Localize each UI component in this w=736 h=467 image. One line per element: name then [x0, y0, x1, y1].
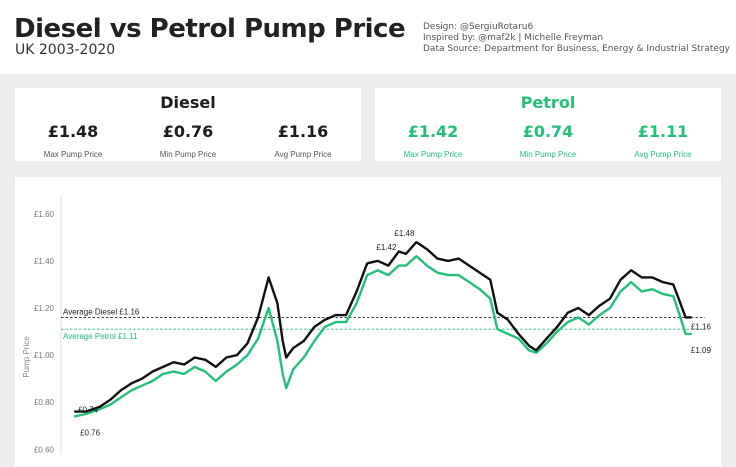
page-title: Diesel vs Petrol Pump Price	[14, 14, 406, 44]
diesel-max-value: £1.48	[47, 122, 99, 141]
price-annotations: £0.74 £0.76 £1.42 £1.48 £1.16 £1.09	[78, 229, 711, 438]
petrol-card-title: Petrol	[520, 93, 576, 112]
annotation-label: £0.76	[80, 429, 101, 438]
credits: Design: @SergiuRotaru6 Inspired by: @maf…	[423, 22, 730, 55]
petrol-min-label: Min Pump Price	[519, 150, 577, 159]
annotation-label: £1.48	[394, 229, 415, 238]
petrol-min-value: £0.74	[522, 122, 574, 141]
diesel-min-value: £0.76	[162, 122, 214, 141]
petrol-avg-stat: £1.11 Avg Pump Price	[608, 122, 718, 159]
y-tick-label: £1.40	[34, 257, 55, 266]
annotation-label: £1.09	[691, 346, 712, 355]
petrol-max-value: £1.42	[407, 122, 459, 141]
diesel-avg-stat: £1.16 Avg Pump Price	[248, 122, 358, 159]
annotation-label: £1.16	[691, 322, 712, 331]
y-tick-label: £0.80	[34, 398, 55, 407]
petrol-min-stat: £0.74 Min Pump Price	[493, 122, 603, 159]
average-line-label: Average Petrol £1.11	[63, 332, 138, 341]
petrol-avg-label: Avg Pump Price	[634, 150, 692, 159]
diesel-avg-label: Avg Pump Price	[274, 150, 332, 159]
average-lines: Average Diesel £1.16 Average Petrol £1.11	[61, 307, 705, 341]
y-tick-label: £1.00	[34, 351, 55, 360]
petrol-summary-card: Petrol £1.42 Max Pump Price £0.74 Min Pu…	[375, 88, 721, 161]
diesel-card-title: Diesel	[160, 93, 216, 112]
series-line-petrol	[73, 254, 693, 418]
diesel-avg-value: £1.16	[277, 122, 329, 141]
series-line-diesel	[73, 240, 693, 413]
petrol-avg-value: £1.11	[637, 122, 689, 141]
credit-source: Data Source: Department for Business, En…	[423, 44, 731, 54]
diesel-min-stat: £0.76 Min Pump Price	[133, 122, 243, 159]
series-lines	[73, 240, 693, 418]
y-tick-label: £0.60	[34, 445, 55, 454]
diesel-max-stat: £1.48 Max Pump Price	[18, 122, 128, 159]
petrol-max-label: Max Pump Price	[403, 150, 463, 159]
y-axis-label: Pump Price	[22, 336, 31, 378]
header-bar: Diesel vs Petrol Pump Price UK 2003-2020…	[0, 0, 736, 74]
price-chart-panel: £0.60 £0.80 £1.00 £1.20 £1.40 £1.60 Pump Pric…	[15, 177, 721, 467]
annotation-label: £0.74	[78, 405, 99, 414]
credit-inspired: Inspired by: @maf2k | Michelle Freyman	[423, 33, 604, 43]
average-line-label: Average Diesel £1.16	[63, 307, 140, 316]
diesel-summary-card: Diesel £1.48 Max Pump Price £0.76 Min Pu…	[15, 88, 361, 161]
y-axis: £0.60 £0.80 £1.00 £1.20 £1.40 £1.60	[34, 195, 62, 454]
petrol-max-stat: £1.42 Max Pump Price	[378, 122, 488, 159]
diesel-min-label: Min Pump Price	[159, 150, 217, 159]
credit-design: Design: @SergiuRotaru6	[423, 22, 534, 32]
y-tick-label: £1.60	[34, 210, 55, 219]
price-line-chart: £0.60 £0.80 £1.00 £1.20 £1.40 £1.60 Pump Pric…	[22, 195, 711, 454]
y-tick-label: £1.20	[34, 304, 55, 313]
diesel-max-label: Max Pump Price	[43, 150, 103, 159]
annotation-label: £1.42	[376, 243, 397, 252]
page-subtitle: UK 2003-2020	[15, 42, 116, 58]
